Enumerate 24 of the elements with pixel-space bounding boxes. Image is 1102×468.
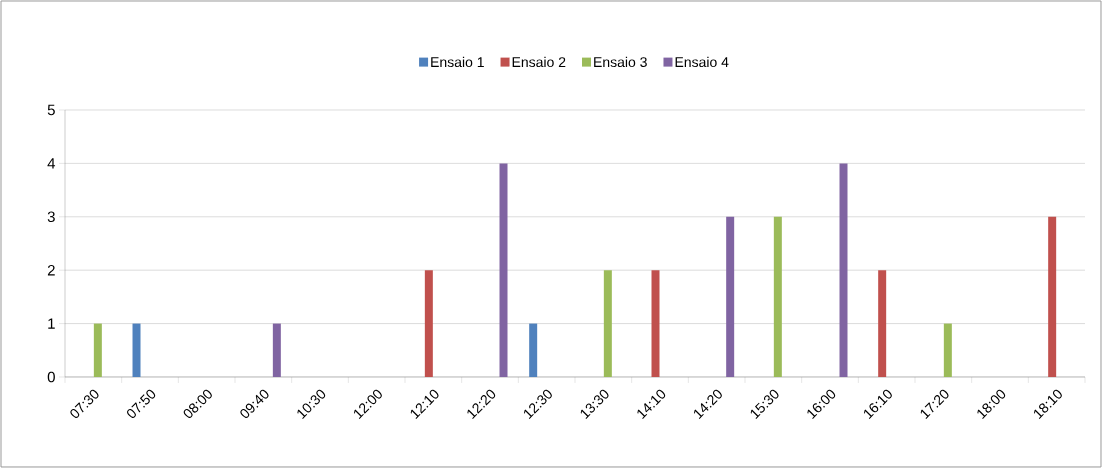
- bar: [726, 216, 735, 377]
- bar: [424, 270, 433, 377]
- y-tick-label: 4: [47, 158, 56, 169]
- bar: [529, 323, 538, 377]
- bar: [603, 270, 612, 377]
- legend-label: Ensaio 1: [431, 56, 484, 68]
- bar: [943, 323, 952, 377]
- legend-label: Ensaio 4: [675, 56, 729, 68]
- bar: [1048, 216, 1057, 377]
- bar: [839, 163, 848, 377]
- legend-label: Ensaio 3: [594, 56, 647, 68]
- y-tick-label: 5: [47, 104, 55, 116]
- y-tick-label: 3: [47, 211, 55, 223]
- bar: [272, 323, 281, 377]
- legend-label: Ensaio 2: [512, 56, 566, 68]
- bar: [132, 323, 141, 377]
- y-tick-label: 2: [47, 264, 55, 276]
- y-tick-label: 1: [48, 318, 55, 329]
- bar: [93, 323, 102, 377]
- bar: [878, 270, 887, 377]
- bar: [651, 270, 660, 377]
- bar: [499, 163, 508, 377]
- y-tick-label: 0: [47, 371, 55, 383]
- bar: [773, 216, 782, 377]
